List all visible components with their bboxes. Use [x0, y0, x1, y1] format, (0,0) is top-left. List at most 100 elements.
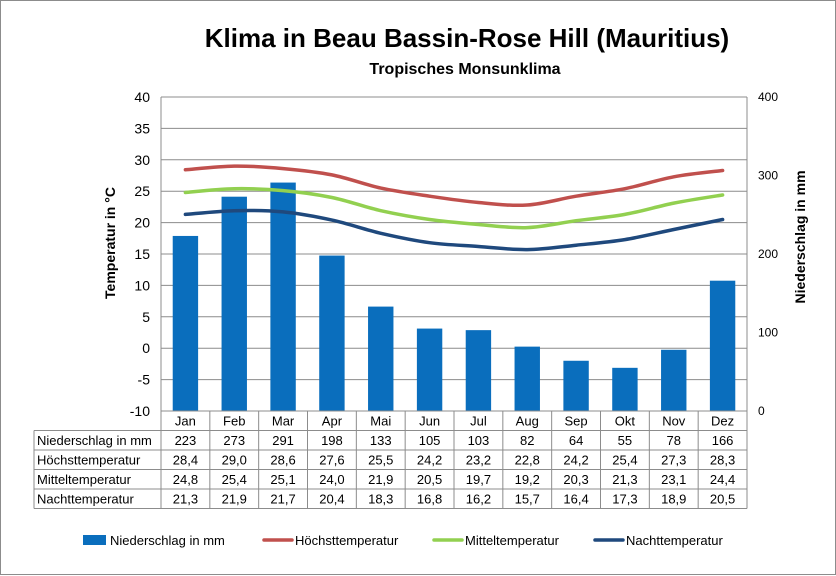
y-tick-left-label: 20 — [134, 215, 150, 231]
table-cell: 21,7 — [270, 492, 295, 507]
table-cell: 28,4 — [173, 453, 198, 468]
table-cell: 223 — [175, 433, 197, 448]
x-tick-label: Feb — [223, 414, 245, 429]
y-tick-right-label: 100 — [758, 326, 778, 340]
table-cell: 20,5 — [417, 472, 442, 487]
table-cell: 273 — [223, 433, 245, 448]
x-tick-label: Jan — [175, 414, 196, 429]
table-cell: 291 — [272, 433, 294, 448]
table-cell: 21,9 — [368, 472, 393, 487]
table-cell: 17,3 — [612, 492, 637, 507]
table-cell: 16,4 — [563, 492, 588, 507]
table-cell: 25,1 — [270, 472, 295, 487]
precipitation-bar — [221, 196, 247, 411]
table-row-header: Nachttemperatur — [37, 492, 134, 507]
precipitation-bar — [416, 328, 443, 411]
x-tick-label: Okt — [615, 414, 636, 429]
gridlines — [161, 96, 747, 381]
table-cell: 25,4 — [612, 453, 637, 468]
y-tick-right-label: 300 — [758, 169, 778, 183]
table-cell: 24,8 — [173, 472, 198, 487]
legend: Niederschlag in mm Höchsttemperatur Mittel… — [83, 533, 723, 548]
y-tick-left-label: -10 — [130, 403, 150, 419]
table-cell: 24,4 — [710, 472, 735, 487]
precipitation-bar — [563, 360, 589, 411]
x-tick-label: Mar — [272, 414, 295, 429]
table-cell: 16,2 — [466, 492, 491, 507]
table-cell: 22,8 — [515, 453, 540, 468]
table-cell: 103 — [468, 433, 490, 448]
precipitation-bar — [465, 330, 492, 411]
y-tick-left-label: 10 — [134, 277, 150, 293]
y-tick-left-label: 40 — [134, 89, 150, 105]
table-cell: 105 — [419, 433, 441, 448]
x-tick-label: Jul — [470, 414, 487, 429]
table-cell: 55 — [618, 433, 632, 448]
table-cell: 15,7 — [515, 492, 540, 507]
table-cell: 19,7 — [466, 472, 491, 487]
legend-label: Niederschlag in mm — [110, 533, 225, 548]
table-cell: 28,6 — [270, 453, 295, 468]
table-cell: 78 — [667, 433, 681, 448]
table-cell: 19,2 — [515, 472, 540, 487]
y-axis-right-title: Niederschlag in mm — [792, 170, 808, 303]
data-table: Jan Feb Mar Apr Mai Jun Jul Aug Sep Okt Nov Dez Nied… — [33, 410, 748, 509]
chart-title: Klima in Beau Bassin-Rose Hill (Mauritiu… — [205, 23, 729, 53]
precipitation-bar — [172, 235, 199, 411]
y-tick-left-label: -5 — [138, 372, 151, 388]
x-tick-label: Mai — [370, 414, 391, 429]
y-axis-left-title: Temperatur in °C — [102, 187, 118, 299]
y-tick-left-label: 0 — [142, 340, 150, 356]
y-tick-left-label: 30 — [134, 152, 150, 168]
x-tick-label: Nov — [662, 414, 686, 429]
y-tick-right-label: 0 — [758, 404, 765, 418]
table-row-header: Höchsttemperatur — [37, 453, 141, 468]
table-cell: 198 — [321, 433, 343, 448]
x-tick-label: Sep — [565, 414, 588, 429]
table-cell: 18,9 — [661, 492, 686, 507]
legend-swatch — [83, 535, 106, 545]
table-cell: 18,3 — [368, 492, 393, 507]
table-cell: 21,9 — [222, 492, 247, 507]
y-tick-right-label: 200 — [758, 247, 778, 261]
y-tick-left-label: 5 — [142, 309, 150, 325]
precipitation-bar — [368, 306, 394, 411]
x-tick-label: Dez — [711, 414, 734, 429]
table-cell: 24,2 — [563, 453, 588, 468]
precipitation-bar — [270, 182, 296, 411]
table-cell: 23,2 — [466, 453, 491, 468]
table-cell: 16,8 — [417, 492, 442, 507]
table-cell: 21,3 — [173, 492, 198, 507]
table-row-header: Niederschlag in mm — [37, 433, 152, 448]
table-cell: 20,3 — [563, 472, 588, 487]
table-cell: 64 — [569, 433, 583, 448]
table-cell: 27,3 — [661, 453, 686, 468]
precipitation-bar — [514, 346, 540, 411]
precipitation-bar — [319, 255, 345, 411]
precipitation-bar — [709, 280, 736, 411]
table-cell: 25,5 — [368, 453, 393, 468]
y-tick-left-label: 25 — [134, 183, 150, 199]
legend-label: Nachttemperatur — [626, 533, 723, 548]
table-cell: 24,0 — [319, 472, 344, 487]
temperature-line — [183, 164, 725, 208]
axes: 40 35 30 25 20 15 10 5 0 -5 -10 400 300 200 100 0 — [130, 89, 779, 419]
y-tick-left-label: 15 — [134, 246, 150, 262]
x-tick-label: Jun — [419, 414, 440, 429]
table-cell: 166 — [712, 433, 734, 448]
precipitation-bar — [661, 349, 687, 411]
legend-label: Mitteltemperatur — [465, 533, 560, 548]
table-cell: 29,0 — [222, 453, 247, 468]
table-cell: 27,6 — [319, 453, 344, 468]
chart-subtitle: Tropisches Monsunklima — [369, 61, 560, 78]
table-cell: 24,2 — [417, 453, 442, 468]
table-cell: 23,1 — [661, 472, 686, 487]
y-tick-left-label: 35 — [134, 120, 150, 136]
table-cell: 20,4 — [319, 492, 344, 507]
x-tick-label: Apr — [322, 414, 343, 429]
table-cell: 20,5 — [710, 492, 735, 507]
table-cell: 28,3 — [710, 453, 735, 468]
temperature-lines — [183, 164, 725, 252]
table-cell: 25,4 — [222, 472, 247, 487]
